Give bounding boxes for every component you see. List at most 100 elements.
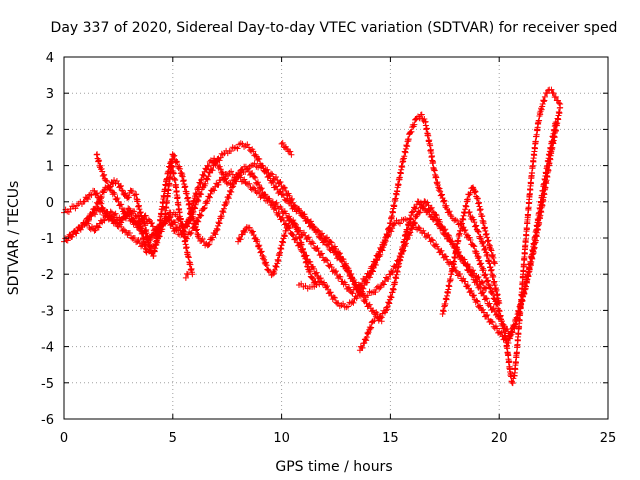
trace-a-point [452,216,459,223]
trace-b-point [470,292,477,299]
trace-h-point [298,280,305,287]
trace-a-point [323,283,330,290]
trace-d-point [474,274,481,281]
trace-c-point [212,161,219,168]
trace-f-point [285,222,292,229]
trace-d-point [327,238,334,245]
trace-d-point [69,233,76,240]
trace-b-point [442,253,449,260]
trace-k-point [496,300,503,307]
trace-b-point [372,256,379,263]
trace-d-point [437,218,444,225]
trace-a-point [324,286,331,293]
trace-b-point [438,247,445,254]
trace-c-point [213,158,220,165]
trace-e-point [104,178,111,185]
trace-a-point [249,170,256,177]
chart-title: Day 337 of 2020, Sidereal Day-to-day VTE… [51,20,618,36]
trace-c-point [192,201,199,208]
trace-b-point [187,230,194,237]
trace-d-point [236,172,243,179]
trace-j-series [439,184,498,318]
trace-d-point [206,241,213,248]
trace-a-point [93,190,100,197]
trace-c-point [387,293,394,300]
trace-k-point [465,209,472,216]
trace-i-point [359,344,366,351]
trace-j-point [472,188,479,195]
trace-c-point [511,325,518,332]
trace-d-point [411,220,418,227]
trace-d-point [319,230,326,237]
trace-i-point [372,313,379,320]
trace-d-point [351,277,358,284]
trace-d-point [475,274,482,281]
trace-b-point [557,104,564,111]
x-axis-label: GPS time / hours [275,459,392,475]
trace-a-point [470,242,477,249]
trace-d-point [425,202,432,209]
trace-b-point [388,228,395,235]
trace-a-point [292,236,299,243]
trace-d-point [220,209,227,216]
trace-b-point [225,172,232,179]
trace-d-point [407,229,414,236]
trace-i-point [369,318,376,325]
trace-a-point [408,128,415,135]
x-tick-label: 20 [491,431,508,446]
trace-d-point [436,216,443,223]
trace-d-point [228,184,235,191]
trace-j-point [491,260,498,267]
trace-b-point [385,232,392,239]
trace-a-point [510,375,517,382]
trace-b-point [131,235,138,242]
trace-d-point [126,206,133,213]
trace-b-point [135,236,142,243]
trace-a-point [539,103,546,110]
trace-a-point [313,269,320,276]
trace-d-point [123,212,130,219]
trace-b-point [365,271,372,278]
trace-a-point [204,162,211,169]
trace-e-point [129,188,136,195]
trace-a-point [545,87,552,94]
trace-d-point [289,195,296,202]
trace-i-point [378,318,385,325]
trace-a-point [540,98,547,105]
trace-c-point [192,205,199,212]
trace-d-point [461,256,468,263]
trace-b-point [138,243,145,250]
trace-b-point [384,233,391,240]
trace-a-point [411,121,418,128]
trace-d-point [409,226,416,233]
trace-d-point [466,263,473,270]
trace-b-point [254,187,261,194]
trace-a-point [340,300,347,307]
trace-c-point [245,144,252,151]
trace-f-point [290,217,297,224]
trace-d-point [336,250,343,257]
trace-b-point [498,329,505,336]
trace-c-point [480,289,487,296]
trace-c-point [209,167,216,174]
y-tick-label: 3 [46,87,54,102]
trace-d-point [402,243,409,250]
trace-d-point [280,184,287,191]
trace-a-point [436,185,443,192]
trace-d-point [343,260,350,267]
trace-c-point [552,119,559,126]
y-tick-label: -2 [41,268,54,283]
trace-a-point [197,179,203,186]
trace-g-point [288,151,295,158]
trace-a-point [81,198,88,205]
trace-d-point [416,209,423,216]
trace-d-point [101,217,108,224]
trace-c-point [216,157,223,164]
trace-d-point [223,199,230,206]
trace-d-point [233,178,240,185]
trace-d-point [225,195,232,202]
trace-d-point [392,264,399,271]
trace-f-point [249,228,256,235]
trace-c-point [196,190,203,197]
